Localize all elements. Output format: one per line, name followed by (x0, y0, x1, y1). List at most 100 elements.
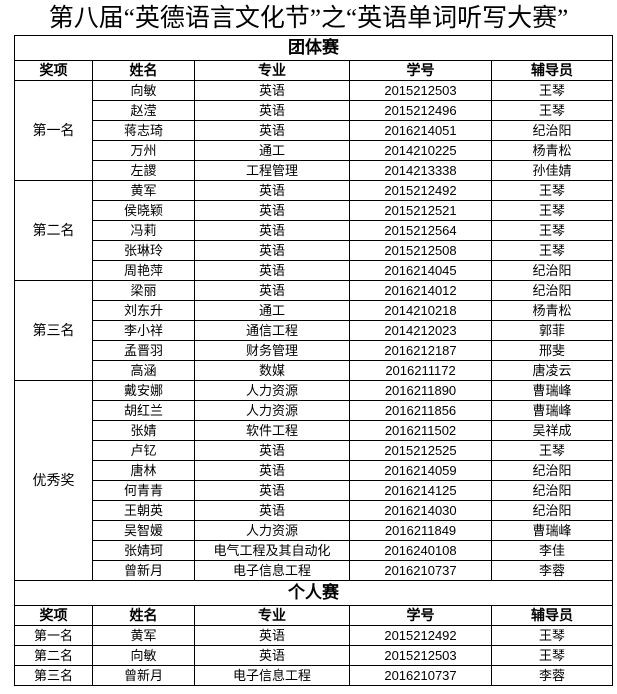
name-cell: 曾新月 (92, 560, 195, 581)
column-header-advisor: 辅导员 (490, 60, 614, 81)
advisor-cell: 李佳 (490, 540, 614, 561)
name-cell: 吴智媛 (92, 520, 195, 541)
advisor-cell: 王琴 (490, 180, 614, 201)
student-id-cell: 2014212023 (349, 320, 492, 341)
name-cell: 刘东升 (92, 300, 195, 321)
name-cell: 曾新月 (92, 665, 195, 686)
name-cell: 何青青 (92, 480, 195, 501)
name-cell: 向敏 (92, 80, 195, 101)
column-header-award: 奖项 (14, 605, 93, 626)
name-cell: 胡红兰 (92, 400, 195, 421)
advisor-cell: 唐凌云 (490, 360, 614, 381)
name-cell: 卢钇 (92, 440, 195, 461)
table-row: 王朝英 英语 2016214030 纪治阳 (15, 500, 614, 521)
award-cell: 第一名 (14, 80, 93, 181)
advisor-cell: 王琴 (490, 625, 614, 646)
student-id-cell: 2015212564 (349, 220, 492, 241)
table-row: 侯晓颖 英语 2015212521 王琴 (15, 200, 614, 221)
name-cell: 万州 (92, 140, 195, 161)
column-header-major: 专业 (194, 60, 350, 81)
advisor-cell: 吴祥成 (490, 420, 614, 441)
table-row: 胡红兰 人力资源 2016211856 曹瑞峰 (15, 400, 614, 421)
student-id-cell: 2016214030 (349, 500, 492, 521)
award-cell: 第三名 (14, 280, 93, 381)
student-id-cell: 2016214125 (349, 480, 492, 501)
major-cell: 工程管理 (194, 160, 350, 181)
major-cell: 英语 (194, 220, 350, 241)
student-id-cell: 2016240108 (349, 540, 492, 561)
student-id-cell: 2016214051 (349, 120, 492, 141)
table-row: 周艳萍 英语 2016214045 纪治阳 (15, 260, 614, 281)
table-row: 蒋志琦 英语 2016214051 纪治阳 (15, 120, 614, 141)
name-cell: 王朝英 (92, 500, 195, 521)
student-id-cell: 2016211502 (349, 420, 492, 441)
column-header-student-id: 学号 (349, 60, 492, 81)
advisor-cell: 纪治阳 (490, 120, 614, 141)
major-cell: 英语 (194, 460, 350, 481)
award-cell: 第二名 (14, 645, 93, 666)
table-row: 唐林 英语 2016214059 纪治阳 (15, 460, 614, 481)
advisor-cell: 曹瑞峰 (490, 400, 614, 421)
individual-section-title: 个人赛 (13, 580, 614, 606)
student-id-cell: 2016214012 (349, 280, 492, 301)
table-row: 第三名 梁丽 英语 2016214012 纪治阳 (14, 280, 614, 381)
table-row: 第一名 向敏 英语 2015212503 王琴 (14, 80, 614, 181)
table-row: 何青青 英语 2016214125 纪治阳 (15, 480, 614, 501)
name-cell: 李小祥 (92, 320, 195, 341)
major-cell: 英语 (194, 200, 350, 221)
table-row: 赵滢 英语 2015212496 王琴 (15, 100, 614, 121)
name-cell: 周艳萍 (92, 260, 195, 281)
advisor-cell: 王琴 (490, 100, 614, 121)
page-title: 第八届“英德语言文化节”之“英语单词听写大赛” (48, 5, 569, 32)
major-cell: 电子信息工程 (194, 560, 350, 581)
student-id-cell: 2016211856 (349, 400, 492, 421)
name-cell: 向敏 (92, 645, 195, 666)
major-cell: 软件工程 (194, 420, 350, 441)
student-id-cell: 2015212525 (349, 440, 492, 461)
advisor-cell: 郭菲 (490, 320, 614, 341)
table-row: 吴智媛 人力资源 2016211849 曹瑞峰 (15, 520, 614, 541)
major-cell: 财务管理 (194, 340, 350, 361)
advisor-cell: 纪治阳 (490, 480, 614, 501)
advisor-cell: 王琴 (490, 240, 614, 261)
name-cell: 张琳玲 (92, 240, 195, 261)
major-cell: 英语 (194, 645, 350, 666)
table-row: 李小祥 通信工程 2014212023 郭菲 (15, 320, 614, 341)
major-cell: 电气工程及其自动化 (194, 540, 350, 561)
major-cell: 人力资源 (194, 400, 350, 421)
table-row: 高涵 数媒 2016211172 唐凌云 (15, 360, 614, 381)
advisor-cell: 纪治阳 (490, 500, 614, 521)
major-cell: 英语 (194, 240, 350, 261)
table-row: 张琳玲 英语 2015212508 王琴 (15, 240, 614, 261)
student-id-cell: 2016210737 (349, 665, 492, 686)
column-header-advisor: 辅导员 (490, 605, 614, 626)
individual-section-row: 个人赛 (13, 580, 614, 606)
student-id-cell: 2015212492 (349, 625, 492, 646)
table-row: 曾新月 电子信息工程 2016210737 李蓉 (15, 560, 614, 581)
name-cell: 戴安娜 (92, 380, 195, 401)
table-row: 孟晋羽 财务管理 2016212187 邢斐 (15, 340, 614, 361)
name-cell: 唐林 (92, 460, 195, 481)
advisor-cell: 王琴 (490, 645, 614, 666)
award-cell: 优秀奖 (14, 380, 93, 581)
team-results-table: 团体赛 奖项 姓名 专业 学号 辅导员 第一名 向敏 英语 2015212503 王琴 赵滢 英语 201… (13, 35, 614, 581)
major-cell: 通工 (194, 300, 350, 321)
major-cell: 英语 (194, 625, 350, 646)
name-cell: 冯莉 (92, 220, 195, 241)
major-cell: 英语 (194, 480, 350, 501)
major-cell: 人力资源 (194, 520, 350, 541)
major-cell: 英语 (194, 100, 350, 121)
table-row: 卢钇 英语 2015212525 王琴 (15, 440, 614, 461)
advisor-cell: 孙佳婧 (490, 160, 614, 181)
name-cell: 梁丽 (92, 280, 195, 301)
name-cell: 侯晓颖 (92, 200, 195, 221)
major-cell: 数媒 (194, 360, 350, 381)
name-cell: 左謖 (92, 160, 195, 181)
student-id-cell: 2014210225 (349, 140, 492, 161)
major-cell: 通工 (194, 140, 350, 161)
team-section-title: 团体赛 (13, 35, 614, 61)
major-cell: 电子信息工程 (194, 665, 350, 686)
advisor-cell: 邢斐 (490, 340, 614, 361)
award-cell: 第一名 (14, 625, 93, 646)
major-cell: 英语 (194, 120, 350, 141)
